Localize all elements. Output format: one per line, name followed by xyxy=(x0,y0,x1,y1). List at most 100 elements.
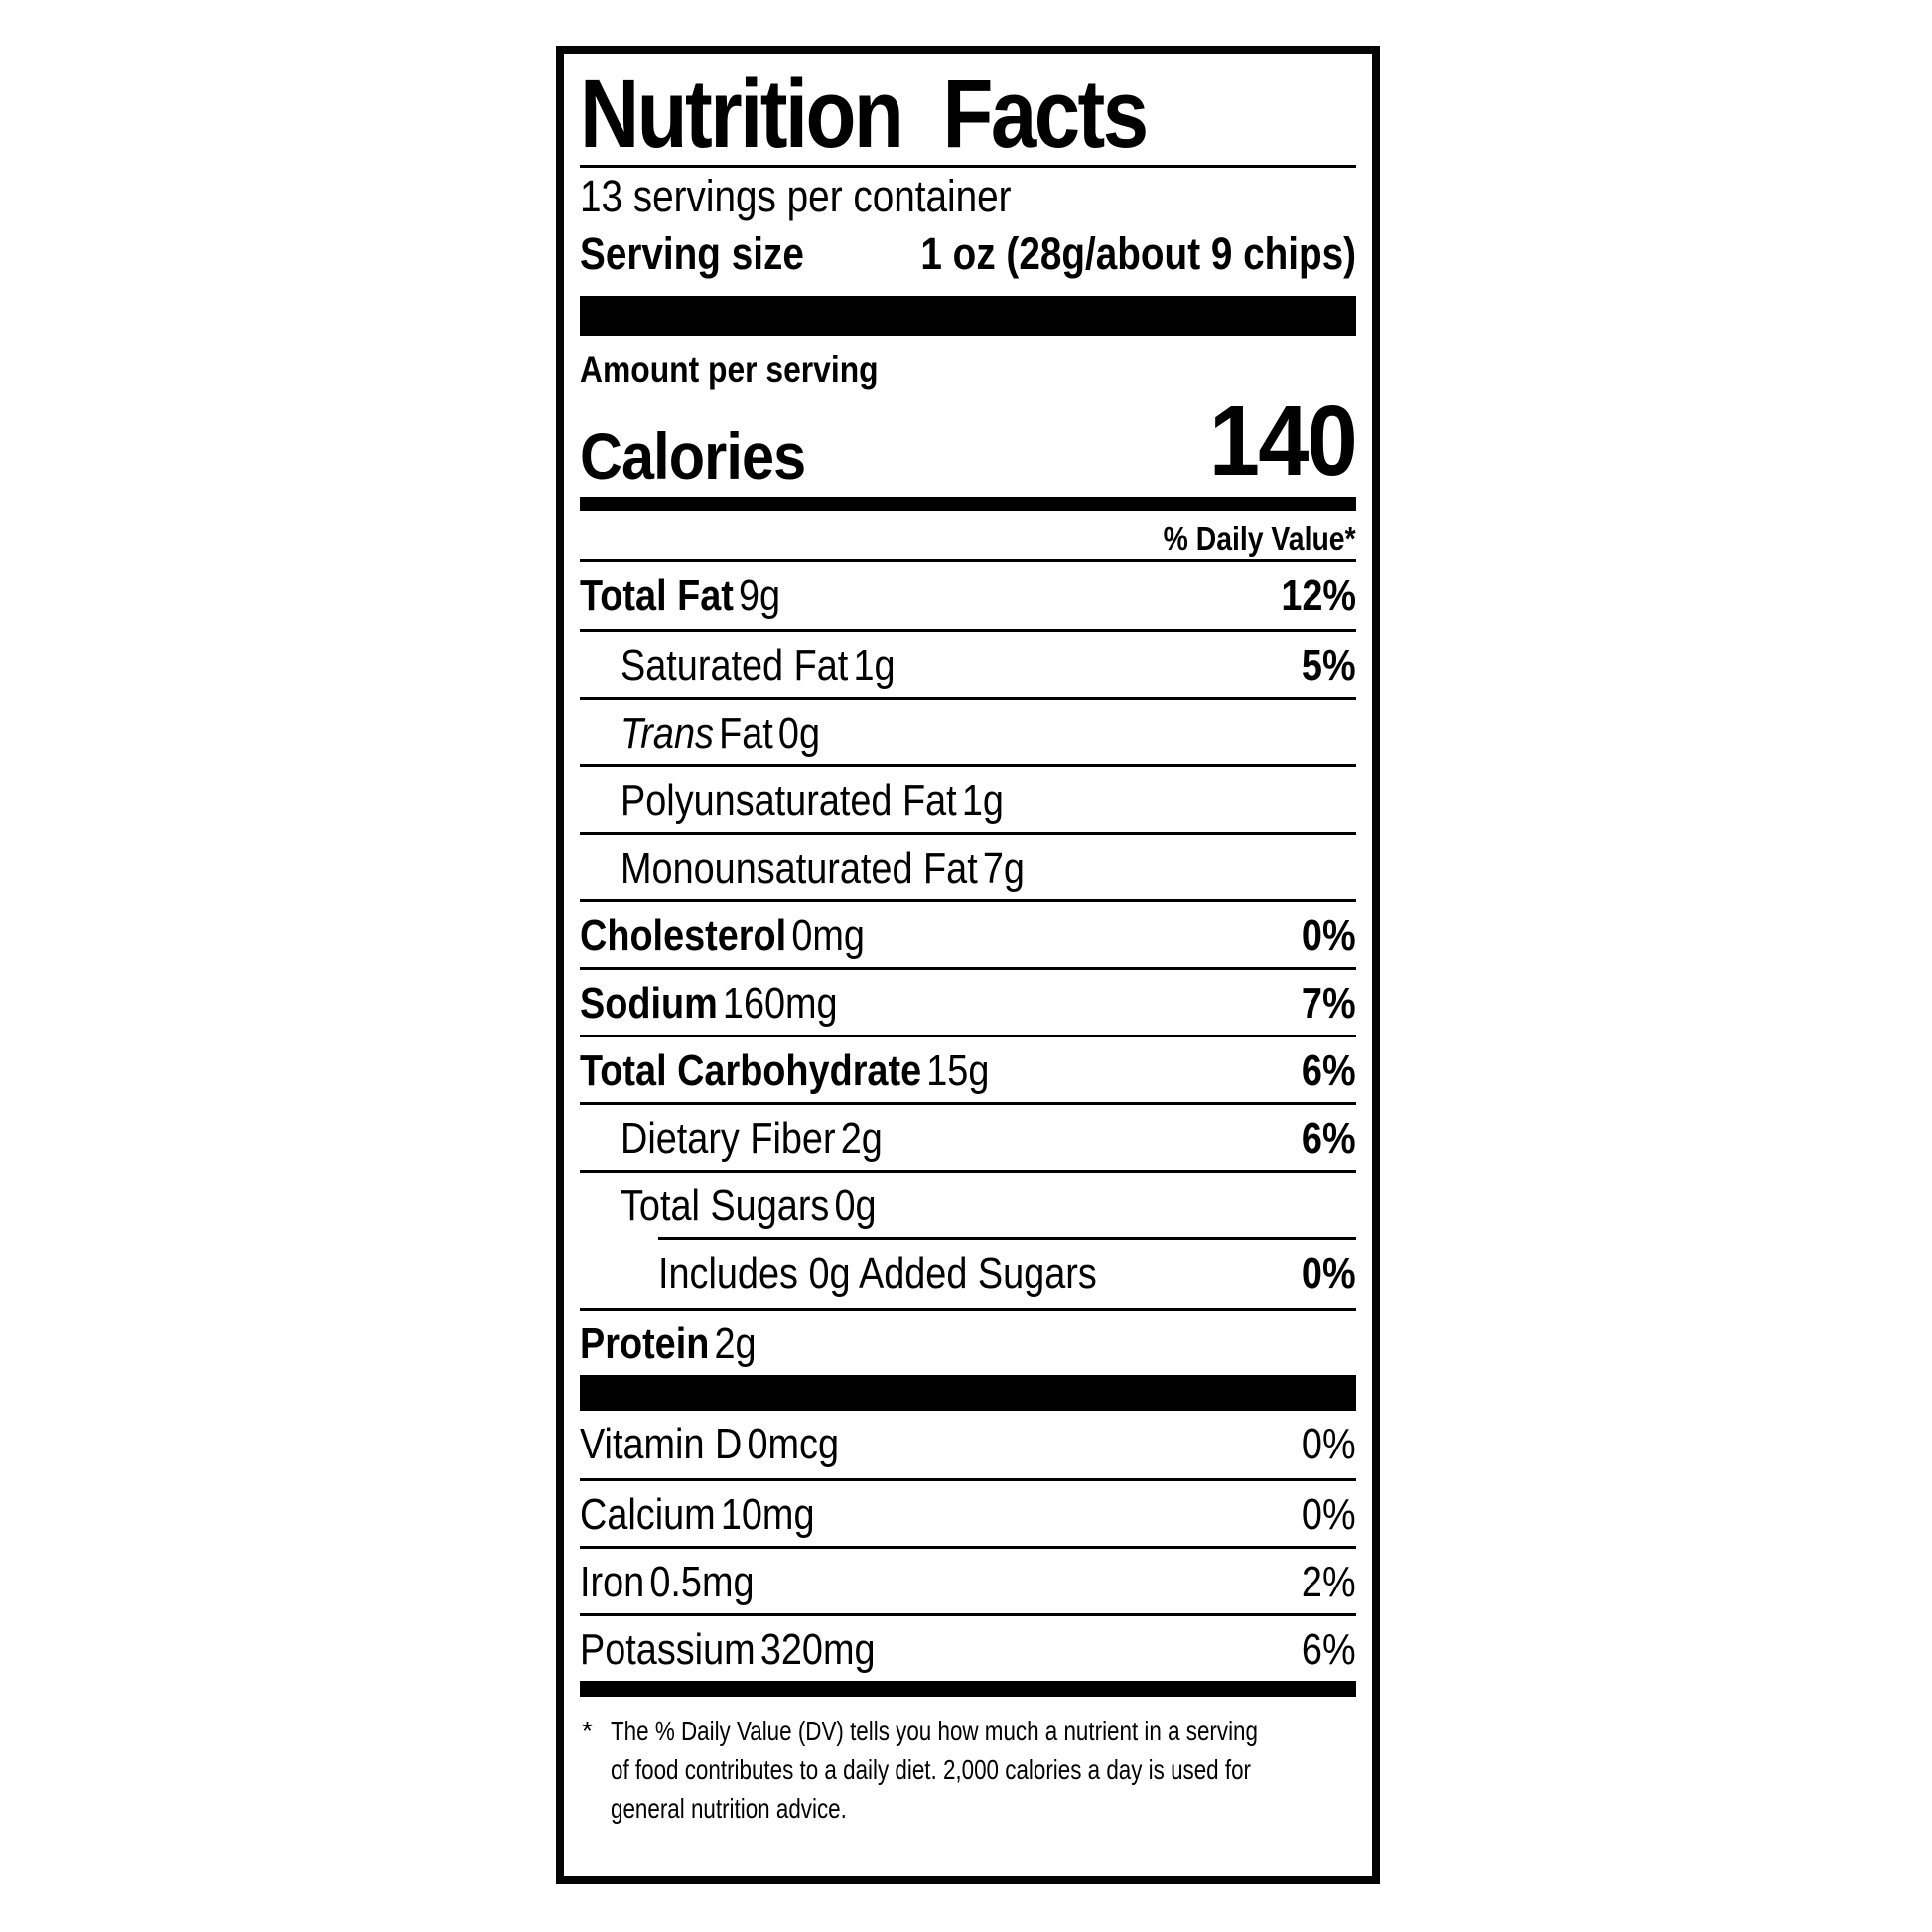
footnote-line: of food contributes to a daily diet. 2,0… xyxy=(611,1750,1356,1789)
nutrient-dv: 0% xyxy=(1302,911,1356,960)
footnote-line-text: of food contributes to a daily diet. 2,0… xyxy=(611,1754,1252,1785)
nutrient-name: Total Carbohydrate xyxy=(580,1046,922,1095)
nutrient-dv: 12% xyxy=(1281,571,1356,620)
nutrient-text: Total Carbohydrate 15g xyxy=(580,1037,989,1105)
section-bar xyxy=(580,497,1356,511)
nutrient-name: Includes 0g Added Sugars xyxy=(658,1249,1097,1298)
serving-size-value: 1 oz (28g/about 9 chips) xyxy=(920,228,1356,279)
nutrient-dv: 7% xyxy=(1302,979,1356,1028)
calories-value: 140 xyxy=(1209,385,1358,496)
nutrient-text: Saturated Fat 1g xyxy=(621,632,896,700)
header: Nutrition Facts xyxy=(580,64,1356,165)
nutrient-name: Monounsaturated Fat xyxy=(621,844,978,893)
vitamin-dv: 2% xyxy=(1302,1558,1356,1606)
vitamin-row-vitamin-d: Vitamin D 0mcg 0% xyxy=(580,1411,1356,1478)
footnote-line-text: general nutrition advice. xyxy=(611,1793,847,1824)
vitamin-amount: 0mcg xyxy=(747,1420,840,1468)
nutrient-name: Polyunsaturated Fat xyxy=(621,776,957,825)
nutrient-text: Total Fat 9g xyxy=(580,562,780,629)
nutrient-row-total-carbohydrate: Total Carbohydrate 15g 6% xyxy=(580,1035,1356,1102)
daily-value-header: % Daily Value* xyxy=(580,511,1356,562)
nutrient-amount: 0g xyxy=(834,1181,877,1230)
nutrient-text: Protein 2g xyxy=(580,1311,757,1378)
vitamin-name: Vitamin D xyxy=(580,1420,743,1468)
footnote-marker: * xyxy=(582,1716,593,1746)
footnote: * The % Daily Value (DV) tells you how m… xyxy=(580,1712,1356,1828)
nutrient-name: Protein xyxy=(580,1319,710,1368)
nutrient-row-trans-fat: Trans Fat 0g xyxy=(580,697,1356,764)
nutrient-row-protein: Protein 2g xyxy=(580,1308,1356,1375)
vitamin-dv: 0% xyxy=(1302,1420,1356,1468)
nutrition-facts-label: Nutrition Facts 13 servings per containe… xyxy=(556,46,1380,1884)
vitamin-amount: 10mg xyxy=(720,1490,815,1539)
divider-indented xyxy=(658,1237,1356,1240)
section-bar xyxy=(580,296,1356,336)
nutrient-dv: 5% xyxy=(1302,641,1356,690)
nutrient-amount: 7g xyxy=(982,844,1025,893)
calories-label: Calories xyxy=(580,419,806,492)
nutrient-row-monounsaturated-fat: Monounsaturated Fat 7g xyxy=(580,832,1356,899)
nutrient-amount: 9g xyxy=(739,571,781,620)
nutrient-name: Total Fat xyxy=(580,571,734,620)
servings-per-container: 13 servings per container xyxy=(580,168,1356,224)
amount-per-serving-text: Amount per serving xyxy=(580,349,879,390)
vitamin-text: Potassium 320mg xyxy=(580,1616,876,1684)
vitamin-amount: 320mg xyxy=(759,1625,876,1674)
section-bar xyxy=(580,1375,1356,1411)
calories-row: Calories 140 xyxy=(580,385,1358,496)
nutrient-row-total-sugars: Total Sugars 0g xyxy=(580,1170,1356,1237)
nutrient-text: Total Sugars 0g xyxy=(621,1173,877,1240)
vitamin-row-calcium: Calcium 10mg 0% xyxy=(580,1478,1356,1546)
nutrient-amount: 2g xyxy=(840,1114,883,1163)
nutrient-row-cholesterol: Cholesterol 0mg 0% xyxy=(580,899,1356,967)
nutrient-row-sodium: Sodium 160mg 7% xyxy=(580,967,1356,1035)
vitamin-text: Vitamin D 0mcg xyxy=(580,1411,839,1478)
vitamin-amount: 0.5mg xyxy=(649,1558,755,1606)
nutrient-text: Includes 0g Added Sugars xyxy=(658,1240,1097,1308)
nutrient-amount: 1g xyxy=(961,776,1004,825)
divider xyxy=(580,165,1356,168)
nutrient-amount: 160mg xyxy=(722,979,838,1028)
nutrient-name-suffix: Fat xyxy=(719,709,773,758)
vitamin-name: Calcium xyxy=(580,1490,716,1539)
serving-size-row: Serving size 1 oz (28g/about 9 chips) xyxy=(580,224,1356,283)
vitamin-row-iron: Iron 0.5mg 2% xyxy=(580,1546,1356,1613)
nutrient-name: Sodium xyxy=(580,979,718,1028)
vitamin-text: Calcium 10mg xyxy=(580,1481,815,1549)
nutrient-text: Dietary Fiber 2g xyxy=(621,1105,883,1173)
nutrient-name: Dietary Fiber xyxy=(621,1114,836,1163)
vitamin-dv: 6% xyxy=(1302,1625,1356,1674)
nutrient-dv: 0% xyxy=(1302,1249,1356,1298)
vitamin-name: Potassium xyxy=(580,1625,756,1674)
footnote-line: general nutrition advice. xyxy=(611,1789,1356,1828)
nutrient-text: Polyunsaturated Fat 1g xyxy=(621,767,1004,835)
nutrient-row-polyunsaturated-fat: Polyunsaturated Fat 1g xyxy=(580,764,1356,832)
nutrient-name: Cholesterol xyxy=(580,911,787,960)
nutrient-text: Trans Fat 0g xyxy=(621,700,820,767)
footnote-line: The % Daily Value (DV) tells you how muc… xyxy=(611,1712,1356,1750)
nutrient-row-total-fat: Total Fat 9g 12% xyxy=(580,562,1356,629)
vitamin-text: Iron 0.5mg xyxy=(580,1549,755,1616)
nutrient-amount: 15g xyxy=(926,1046,990,1095)
vitamin-dv: 0% xyxy=(1302,1490,1356,1539)
nutrient-amount: 0mg xyxy=(791,911,865,960)
nutrient-text: Cholesterol 0mg xyxy=(580,902,865,970)
page-title: Nutrition Facts xyxy=(580,60,1149,168)
section-bar xyxy=(580,1681,1356,1697)
nutrient-name: Total Sugars xyxy=(621,1181,830,1230)
amount-per-serving: Amount per serving xyxy=(580,349,1356,391)
vitamin-row-potassium: Potassium 320mg 6% xyxy=(580,1613,1356,1681)
nutrient-amount: 2g xyxy=(714,1319,757,1368)
nutrient-text: Sodium 160mg xyxy=(580,970,838,1037)
servings-text: 13 servings per container xyxy=(580,171,1012,221)
nutrient-amount: 1g xyxy=(853,641,896,690)
nutrient-row-dietary-fiber: Dietary Fiber 2g 6% xyxy=(580,1102,1356,1170)
serving-size-label: Serving size xyxy=(580,228,804,279)
nutrient-row-saturated-fat: Saturated Fat 1g 5% xyxy=(580,629,1356,697)
vitamin-name: Iron xyxy=(580,1558,645,1606)
nutrient-name: Trans xyxy=(621,709,714,758)
nutrient-dv: 6% xyxy=(1302,1114,1356,1163)
nutrient-amount: 0g xyxy=(777,709,821,758)
footnote-line-text: The % Daily Value (DV) tells you how muc… xyxy=(611,1716,1258,1746)
